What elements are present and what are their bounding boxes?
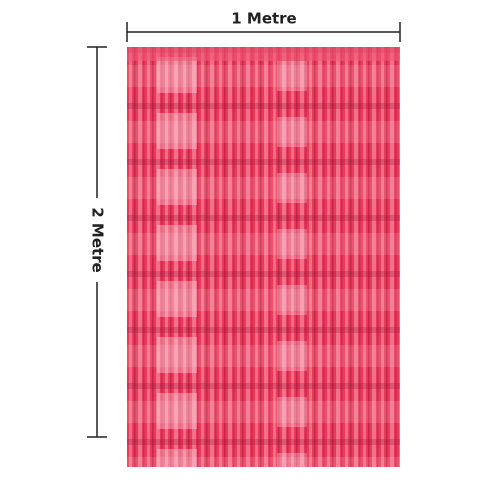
width-label: 1 Metre	[231, 10, 297, 28]
label-bg	[222, 8, 306, 30]
width-dimension: 1 Metre	[126, 8, 401, 42]
curtain-sheen	[127, 47, 400, 467]
height-label: 2 Metre	[89, 207, 107, 273]
height-dimension: 2 Metre	[86, 46, 108, 438]
curtain	[127, 47, 400, 467]
curtain-header	[127, 47, 400, 61]
label-bg	[86, 198, 108, 282]
